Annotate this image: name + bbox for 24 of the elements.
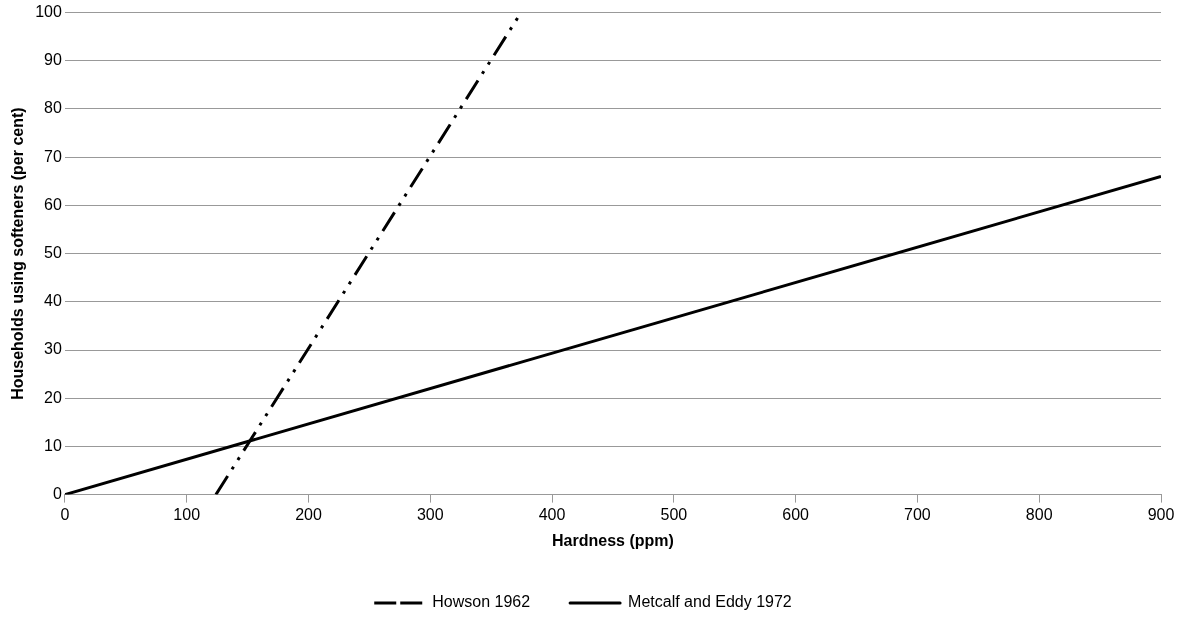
y-tick-label: 30 <box>44 340 62 358</box>
x-tick-label: 300 <box>416 505 444 523</box>
x-tick-label: 900 <box>1147 505 1175 523</box>
x-tick-label: 400 <box>538 505 566 523</box>
x-tick-label: 700 <box>904 505 931 523</box>
x-tick-label: 100 <box>173 505 201 523</box>
y-tick-label: 20 <box>44 388 62 406</box>
y-tick-label: 100 <box>35 3 62 21</box>
y-tick-label: 90 <box>44 51 62 69</box>
x-tick-label: 600 <box>782 505 810 523</box>
legend-label: Howson 1962 <box>432 593 531 611</box>
x-axis-title: Hardness (ppm) <box>552 531 674 549</box>
y-tick-label: 70 <box>44 147 62 165</box>
x-tick-label: 500 <box>660 505 688 523</box>
x-tick-label: 800 <box>1025 505 1053 523</box>
y-axis-title: Households using softeners (per cent) <box>9 107 27 400</box>
y-tick-label: 80 <box>44 99 62 117</box>
x-tick-label: 200 <box>295 505 322 523</box>
y-tick-label: 50 <box>44 244 62 262</box>
y-tick-label: 10 <box>44 436 62 454</box>
y-tick-label: 0 <box>52 485 62 503</box>
y-tick-label: 60 <box>44 195 62 213</box>
y-tick-label: 40 <box>44 292 62 310</box>
legend-label: Metcalf and Eddy 1972 <box>628 593 792 611</box>
